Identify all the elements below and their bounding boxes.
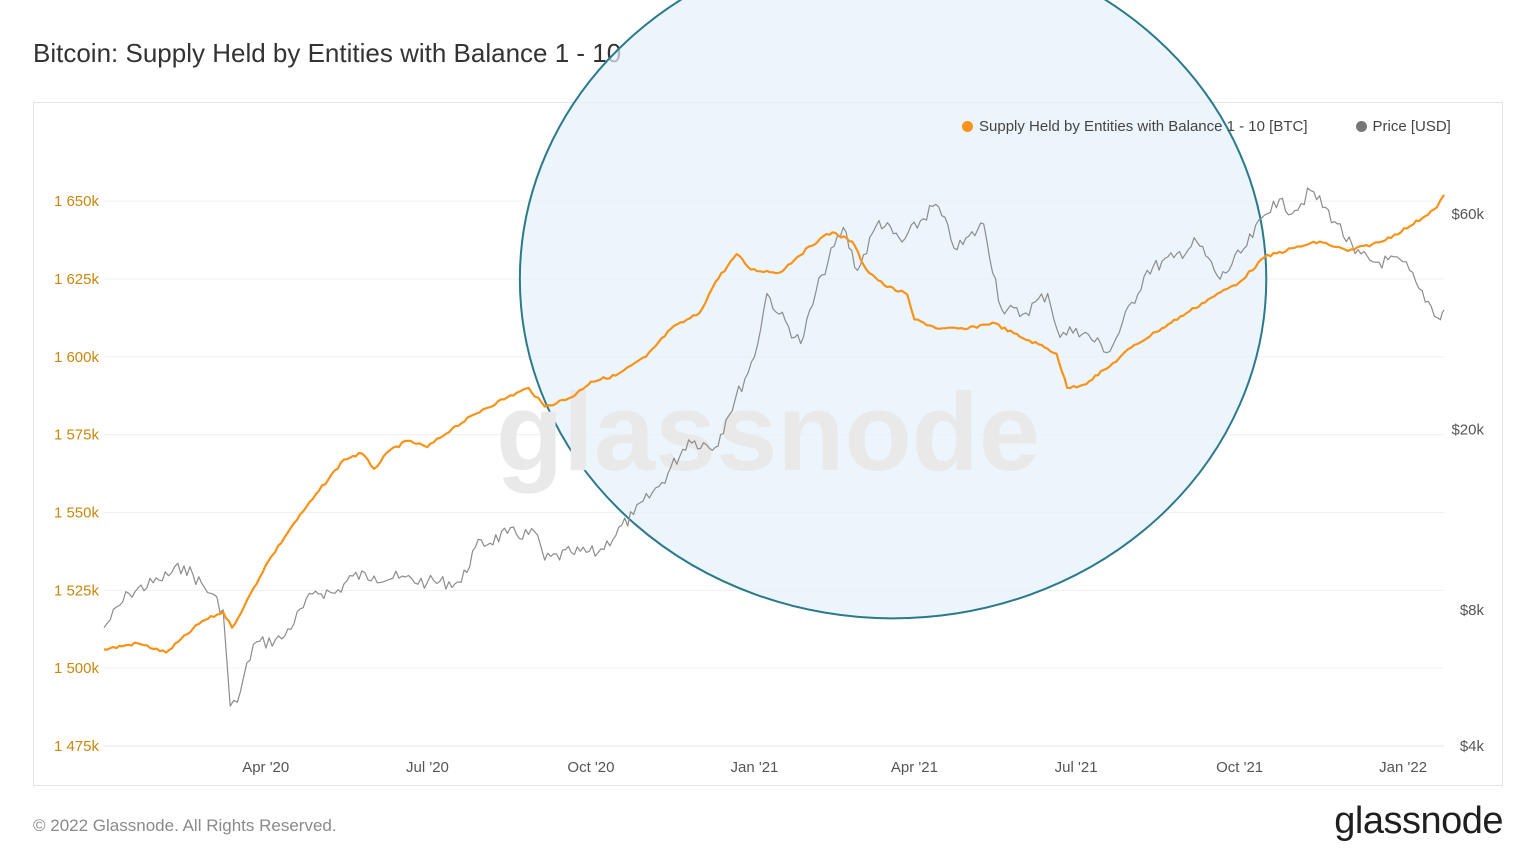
x-axis-tick-label: Apr '21 [891, 759, 938, 776]
left-axis-tick-label: 1 650k [54, 193, 100, 210]
legend-supply-dot [962, 121, 973, 132]
left-axis-tick-label: 1 575k [54, 427, 100, 444]
x-axis-tick-label: Apr '20 [242, 759, 289, 776]
watermark-text: glassnode [496, 371, 1040, 494]
chart-legend: Supply Held by Entities with Balance 1 -… [962, 118, 1451, 135]
left-axis-tick-label: 1 500k [54, 660, 100, 677]
left-axis-tick-label: 1 475k [54, 738, 100, 755]
x-axis-tick-label: Jul '20 [406, 759, 449, 776]
glassnode-logo[interactable]: glassnode [1334, 800, 1503, 842]
x-axis-tick-label: Jan '21 [730, 759, 778, 776]
left-axis-tick-label: 1 525k [54, 582, 100, 599]
x-axis-tick-label: Oct '20 [567, 759, 614, 776]
x-axis-tick-label: Oct '21 [1216, 759, 1263, 776]
left-axis-tick-label: 1 600k [54, 349, 100, 366]
left-axis-tick-label: 1 625k [54, 271, 100, 288]
x-axis-tick-label: Jan '22 [1379, 759, 1427, 776]
highlight-ellipse [518, 0, 1268, 620]
right-axis-tick-label: $4k [1460, 738, 1485, 755]
chart-title: Bitcoin: Supply Held by Entities with Ba… [33, 38, 622, 68]
legend-price-label[interactable]: Price [USD] [1372, 118, 1451, 135]
x-axis-tick-label: Jul '21 [1055, 759, 1098, 776]
legend-supply-label[interactable]: Supply Held by Entities with Balance 1 -… [979, 118, 1308, 135]
right-axis-tick-label: $60k [1451, 206, 1484, 223]
left-axis-tick-label: 1 550k [54, 504, 100, 521]
right-axis-tick-label: $8k [1460, 602, 1485, 619]
right-axis-tick-label: $20k [1451, 422, 1484, 439]
series-line-supply [103, 194, 1445, 654]
legend-price-dot [1355, 121, 1367, 132]
series-line-price [103, 187, 1445, 707]
footer-copyright: © 2022 Glassnode. All Rights Reserved. [33, 816, 337, 835]
